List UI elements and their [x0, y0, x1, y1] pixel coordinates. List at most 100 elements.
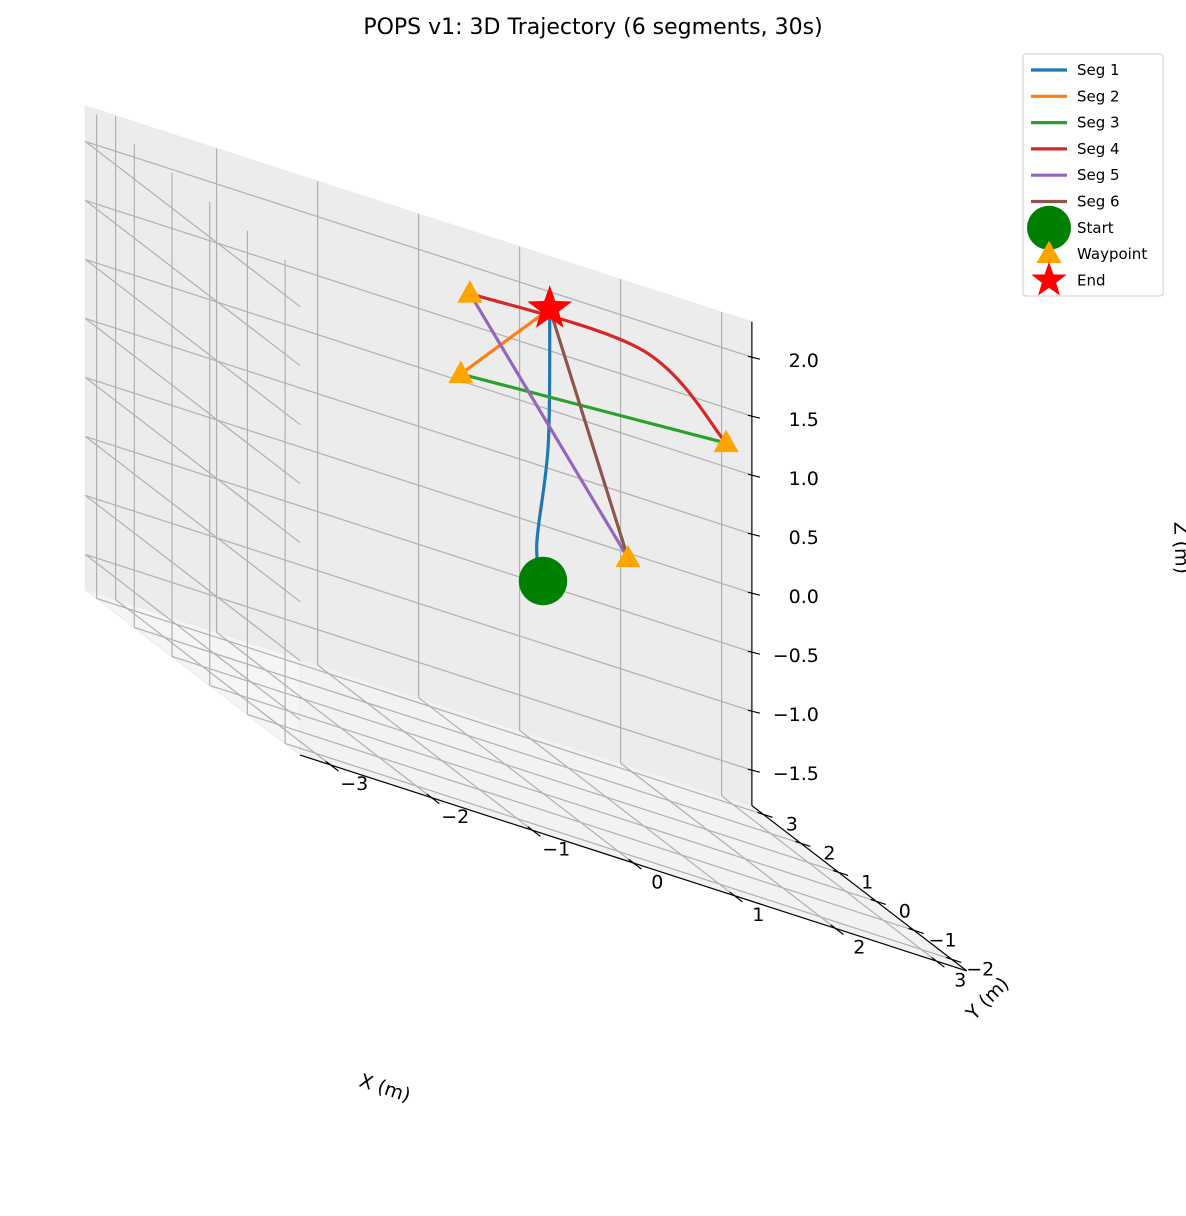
z-tick-label: 1.5	[789, 409, 819, 431]
grid-line-z-left	[84, 258, 301, 426]
series-line-seg-4	[468, 291, 728, 445]
marker-waypoint	[448, 360, 474, 384]
x-tick-mark	[426, 793, 440, 805]
grid-line-x-floor	[418, 697, 634, 864]
z-tick-mark	[747, 532, 761, 537]
grid-lines	[84, 114, 952, 962]
grid-line-z-left	[84, 199, 301, 367]
grid-line-z-back	[85, 494, 753, 712]
chart-title: POPS v1: 3D Trajectory (6 segments, 30s)	[363, 15, 822, 40]
x-tick-label: 2	[853, 937, 865, 959]
grid-line-y-floor	[171, 655, 839, 873]
grid-line-y-floor	[209, 684, 877, 902]
legend-label-end: End	[1077, 271, 1106, 289]
grid-line-z-back	[85, 258, 753, 476]
y-tick-label: −2	[966, 959, 994, 981]
legend-label-seg-2: Seg 2	[1077, 87, 1120, 105]
z-tick-mark	[747, 355, 761, 360]
grid-line-y-floor	[96, 597, 764, 815]
z-tick-label: 1.0	[789, 468, 819, 490]
grid-line-z-left	[84, 494, 301, 662]
x-tick-mark	[325, 760, 339, 772]
series-line-seg-6	[548, 307, 630, 560]
grid-line-z-left	[84, 317, 301, 485]
legend-label-start: Start	[1077, 219, 1114, 237]
z-tick-mark	[747, 709, 761, 714]
y-tick-label: −1	[929, 930, 957, 952]
y-tick-label: 0	[899, 901, 911, 923]
z-tick-mark	[747, 591, 761, 596]
x-tick-label: 1	[752, 904, 764, 926]
series-line-seg-5	[468, 291, 630, 560]
legend-swatch-waypoint	[1036, 240, 1062, 264]
legend-label-seg-5: Seg 5	[1077, 166, 1120, 184]
series-line-seg-2	[459, 307, 552, 376]
tick-marks	[325, 355, 962, 968]
y-tick-mark	[795, 840, 811, 847]
marker-end	[527, 285, 573, 328]
y-tick-label: 1	[861, 872, 873, 894]
z-tick-label: 0.0	[789, 586, 819, 608]
series-line-seg-3	[459, 372, 728, 445]
marker-start	[518, 556, 568, 606]
x-tick-label: −2	[441, 806, 469, 828]
z-axis-label: Z (m)	[1169, 521, 1186, 574]
legend-label-seg-1: Seg 1	[1077, 61, 1120, 79]
z-tick-mark	[747, 414, 761, 419]
marker-waypoint	[713, 429, 739, 453]
series-markers	[448, 280, 739, 606]
x-tick-mark	[527, 826, 541, 837]
grid-line-x-floor	[620, 762, 836, 929]
y-tick-label: 2	[823, 843, 835, 865]
grid-line-z-left	[84, 553, 301, 721]
x-tick-mark	[931, 956, 945, 968]
x-tick-label: 0	[651, 871, 663, 893]
y-tick-mark	[757, 811, 773, 818]
grid-line-z-back	[85, 199, 753, 417]
z-tick-label: −1.5	[773, 763, 819, 785]
grid-line-y-floor	[134, 626, 802, 844]
grid-line-x-floor	[721, 795, 937, 962]
legend-label-seg-4: Seg 4	[1077, 140, 1120, 158]
legend-label-seg-3: Seg 3	[1077, 114, 1120, 132]
legend-label-seg-6: Seg 6	[1077, 193, 1120, 211]
y-tick-mark	[870, 898, 886, 905]
y-tick-mark	[945, 956, 962, 963]
y-axis-line	[751, 805, 968, 972]
grid-line-z-back	[85, 435, 753, 653]
x-tick-label: −3	[340, 773, 368, 795]
legend-entries: Seg 1 Seg 2 Seg 3 Seg 4 Seg 5 Seg 6 Start Waypo…	[1027, 61, 1147, 296]
grid-line-z-back	[85, 140, 753, 358]
z-tick-mark	[747, 473, 761, 478]
grid-line-y-floor	[284, 742, 952, 960]
grid-line-x-floor	[519, 729, 735, 897]
grid-line-z-left	[84, 435, 301, 603]
legend-swatch-end	[1031, 261, 1067, 296]
x-tick-label: 3	[954, 969, 966, 991]
y-axis-label: Y (m)	[961, 973, 1013, 1025]
y-tick-label: 3	[786, 814, 798, 836]
grid-line-x-floor	[216, 631, 432, 799]
x-tick-mark	[628, 858, 642, 870]
marker-waypoint	[457, 280, 483, 303]
grid-line-x-floor	[317, 664, 533, 831]
z-tick-label: 0.5	[789, 527, 819, 549]
y-tick-mark	[908, 927, 924, 934]
grid-line-z-back	[85, 317, 753, 535]
legend-label-waypoint: Waypoint	[1077, 245, 1147, 263]
x-axis-label: X (m)	[357, 1070, 414, 1107]
grid-line-y-floor	[247, 713, 915, 931]
x-tick-mark	[729, 891, 743, 903]
y-tick-mark	[832, 869, 849, 876]
legend: Seg 1 Seg 2 Seg 3 Seg 4 Seg 5 Seg 6 Start Waypo…	[1022, 53, 1164, 297]
grid-line-x-floor	[115, 599, 331, 766]
z-tick-mark	[747, 768, 761, 773]
grid-line-z-left	[84, 376, 301, 544]
z-tick-label: −0.5	[773, 645, 819, 667]
z-tick-mark	[747, 650, 761, 655]
marker-waypoint	[615, 544, 641, 568]
z-tick-label: −1.0	[773, 704, 819, 726]
x-tick-label: −1	[542, 839, 570, 861]
